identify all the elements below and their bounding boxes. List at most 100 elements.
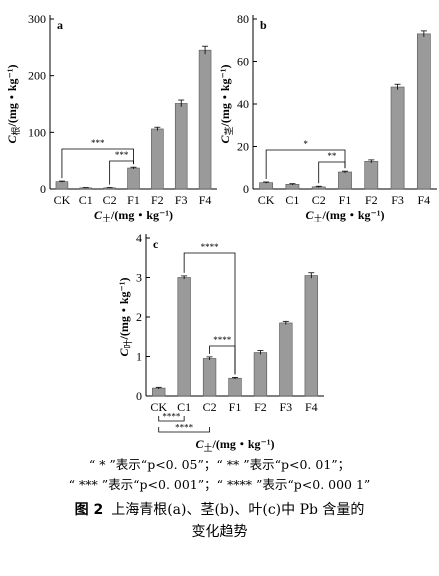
significance-label: *** (115, 150, 129, 160)
significance-bracket (183, 252, 236, 375)
y-axis-label-unit: /(mg・kg⁻¹) (219, 65, 232, 128)
x-tick-label: CK (258, 193, 275, 207)
significance-label: **** (213, 335, 232, 345)
bar-F2 (364, 161, 379, 190)
panel-label: b (260, 18, 267, 32)
significance-bracket (109, 160, 134, 185)
y-axis-label-symbol: C (5, 134, 19, 143)
y-axis-label-unit: /(mg・kg⁻¹) (5, 65, 19, 128)
x-axis-label-subscript: 土 (204, 442, 213, 452)
bar-F2 (151, 128, 164, 190)
y-axis-label-unit: /(mg・kg⁻¹) (118, 278, 131, 341)
significance-label: **** (162, 412, 181, 422)
bar-C1 (177, 277, 191, 397)
y-axis-label-subscript: 根 (10, 126, 21, 135)
x-tick-label: F1 (127, 193, 140, 207)
x-tick-label: F4 (305, 400, 318, 414)
bar-CK (152, 387, 166, 397)
y-tick-label: 100 (28, 125, 46, 139)
bar-F2 (253, 352, 268, 397)
x-tick-label: C1 (285, 193, 299, 207)
bar-F4 (304, 275, 318, 397)
x-axis-label-subscript: 土 (314, 213, 323, 222)
y-tick-label: 0 (136, 389, 142, 403)
x-tick-label: C1 (177, 400, 191, 414)
x-axis-label-symbol: C (306, 208, 315, 222)
y-tick-label: 0 (243, 182, 249, 196)
figure-title: 图 2 上海青根(a)、茎(b)、叶(c)中 Pb 含量的 (0, 499, 439, 521)
x-tick-label: CK (54, 193, 71, 207)
bar-CK (259, 182, 274, 190)
y-tick-label: 2 (136, 310, 142, 324)
y-tick-label: 20 (237, 140, 249, 154)
significance-bracket (158, 416, 185, 422)
bar-F3 (279, 322, 293, 397)
x-tick-label: C2 (103, 193, 117, 207)
x-axis-label-unit: /(mg・kg⁻¹) (212, 437, 275, 451)
y-axis-label: C根/(mg・kg⁻¹) (5, 65, 21, 144)
y-tick-label: 3 (136, 271, 142, 285)
x-tick-label: F4 (418, 193, 431, 207)
figure-title-line-1: 上海青根(a)、茎(b)、叶(c)中 Pb 含量的 (111, 502, 365, 518)
significance-label: * (303, 139, 308, 149)
significance-label: **** (201, 242, 220, 252)
significance-label: **** (175, 423, 194, 433)
y-tick-label: 40 (237, 97, 249, 111)
significance-bracket (318, 161, 346, 184)
x-tick-label: C2 (312, 193, 326, 207)
y-tick-label: 0 (40, 182, 46, 196)
x-axis-label-symbol: C (196, 437, 205, 451)
figure-caption: “ * ”表示“p<0. 05”；“ ** ”表示“p<0. 01”； “ **… (0, 455, 439, 543)
x-tick-label: F4 (199, 193, 212, 207)
panel-label: a (57, 18, 63, 32)
y-axis-label-symbol: C (219, 134, 232, 143)
y-tick-label: 300 (28, 12, 46, 26)
bar-C1 (285, 184, 300, 190)
panel-label: c (153, 237, 159, 251)
x-tick-label: F2 (151, 193, 164, 207)
bar-F1 (127, 167, 140, 190)
x-axis-label: C土/(mg・kg⁻¹) (196, 437, 275, 452)
bar-CK (55, 181, 69, 190)
x-axis-label-symbol: C (94, 208, 103, 222)
x-tick-label: F3 (175, 193, 188, 207)
significance-bracket (158, 427, 210, 433)
x-tick-label: C2 (203, 400, 217, 414)
x-axis-label-unit: /(mg・kg⁻¹) (110, 208, 173, 222)
significance-note-line-1: “ * ”表示“p<0. 05”；“ ** ”表示“p<0. 01”； (88, 457, 351, 472)
x-tick-label: F3 (280, 400, 293, 414)
x-axis-label-unit: /(mg・kg⁻¹) (322, 208, 385, 222)
y-tick-label: 80 (237, 12, 249, 26)
significance-bracket (61, 148, 134, 179)
y-tick-label: 60 (237, 55, 249, 69)
x-tick-label: F2 (365, 193, 378, 207)
figure-number: 图 2 (74, 502, 104, 518)
y-axis-label: C茎/(mg・kg⁻¹) (219, 65, 234, 144)
significance-bracket (209, 345, 236, 375)
figure-title-line-2: 变化趋势 (191, 524, 248, 540)
y-axis-label-subscript: 茎 (223, 126, 234, 135)
significance-note-line-2: “ *** ”表示“p<0. 001”；“ **** ”表示“p<0. 000 … (68, 477, 371, 492)
bar-C2 (202, 358, 217, 397)
y-axis-label-symbol: C (118, 347, 131, 356)
x-tick-label: F1 (339, 193, 352, 207)
x-tick-label: F3 (391, 193, 404, 207)
bar-F4 (198, 49, 212, 190)
bar-F3 (174, 103, 188, 190)
x-axis-label-subscript: 土 (102, 213, 111, 222)
y-tick-label: 4 (136, 231, 142, 245)
x-tick-label: F2 (254, 400, 267, 414)
bar-F1 (338, 171, 352, 190)
bar-F4 (416, 33, 431, 190)
significance-bracket (265, 149, 346, 179)
bar-F1 (228, 377, 242, 397)
bar-F3 (390, 86, 405, 190)
y-axis-label-subscript: 叶 (123, 339, 133, 348)
y-axis-label: C叶/(mg・kg⁻¹) (118, 278, 133, 357)
significance-label: *** (91, 138, 105, 148)
significance-label: ** (327, 151, 337, 161)
x-axis-label: C土/(mg・kg⁻¹) (306, 208, 385, 222)
